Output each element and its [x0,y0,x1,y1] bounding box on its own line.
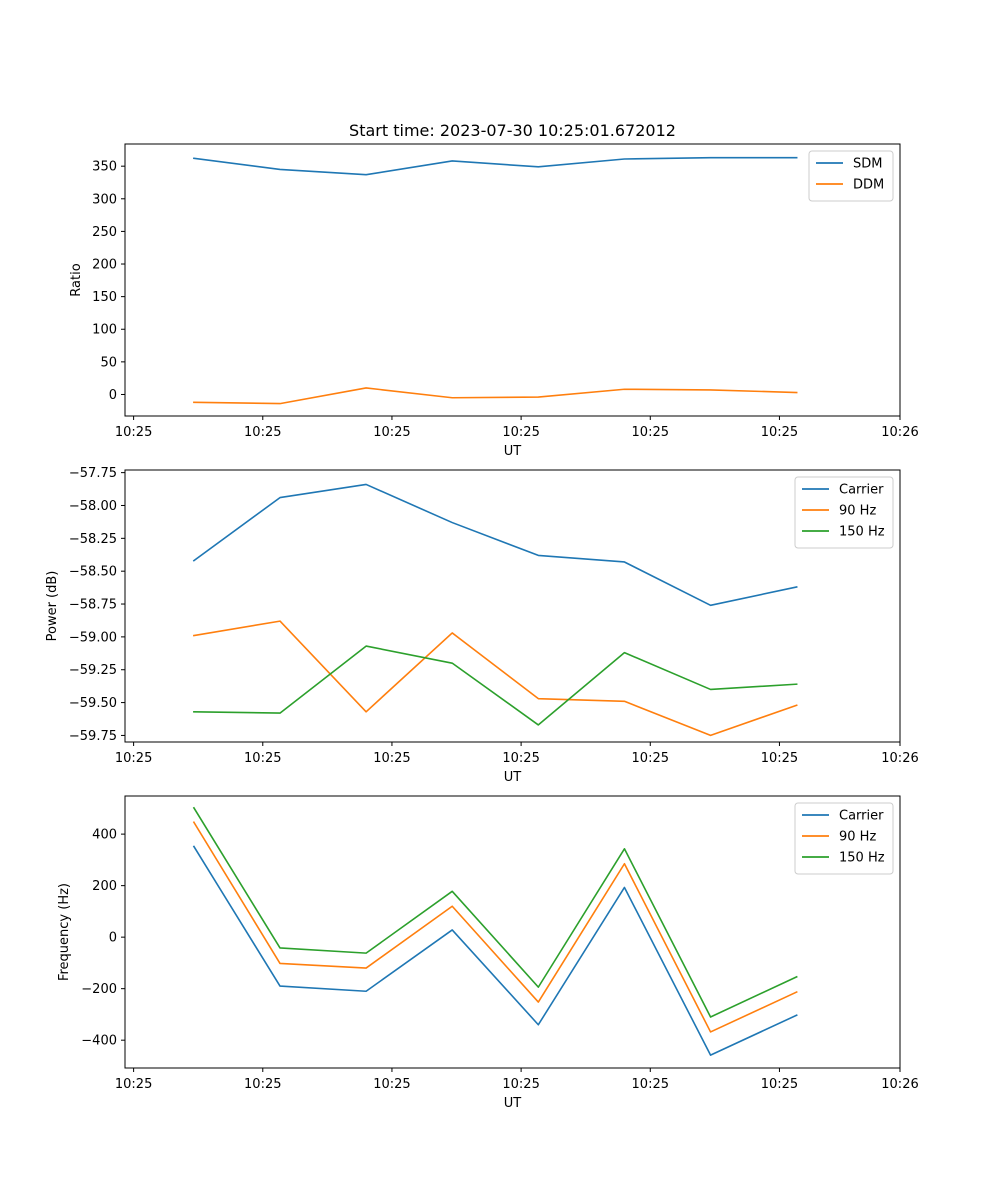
chart-title: Start time: 2023-07-30 10:25:01.672012 [349,121,676,140]
legend: Carrier 90 Hz 150 Hz [794,802,894,875]
y-axis-label: Frequency (Hz) [57,883,72,981]
chart-panel-2: 10:25 10:25 10:25 10:25 10:25 10:25 10:26 −57.7… [45,466,919,785]
legend-label: SDM [853,157,882,172]
legend-label: Carrier [839,483,884,498]
plot-frame [124,469,901,743]
x-tick-label: 10:25 [502,751,539,766]
y-tick-label: 350 [92,160,117,175]
x-tick-label: 10:25 [761,1077,798,1092]
y-tick-label: 50 [100,355,117,370]
legend: Carrier 90 Hz 150 Hz [794,476,894,549]
y-tick-label: 200 [92,258,117,273]
y-tick-label: 150 [92,290,117,305]
y-tick-label: −59.00 [69,630,117,645]
y-tick-label: −57.75 [69,466,117,481]
legend-label: 150 Hz [839,525,885,540]
x-tick-label: 10:25 [244,1077,281,1092]
x-tick-label: 10:25 [761,425,798,440]
y-tick-label: 200 [92,879,117,894]
x-tick-label: 10:25 [244,425,281,440]
y-tick-label: 0 [109,931,117,946]
series-line-90-hz [192,821,798,1033]
legend-label: 90 Hz [839,830,876,845]
x-tick-label: 10:26 [881,751,918,766]
y-axis-label: Power (dB) [45,571,60,642]
legend-label: Carrier [839,809,884,824]
y-tick-label: −58.25 [69,532,117,547]
series-line-150-hz [193,645,798,726]
x-axis-label: UT [504,1096,522,1111]
chart-panel-1: 10:25 10:25 10:25 10:25 10:25 10:25 10:26 0 50 10… [69,121,919,459]
x-tick-label: 10:25 [373,751,410,766]
x-tick-label: 10:25 [632,425,669,440]
x-axis-label: UT [504,770,522,785]
y-tick-label: 400 [92,828,117,843]
y-tick-label: −59.25 [69,663,117,678]
x-tick-label: 10:25 [115,425,152,440]
series-line-150-hz [192,806,798,1018]
y-tick-label: −200 [81,982,117,997]
x-tick-label: 10:25 [244,751,281,766]
x-tick-label: 10:25 [632,1077,669,1092]
y-tick-label: −58.75 [69,598,117,613]
y-tick-label: 100 [92,323,117,338]
series-line-carrier [192,845,798,1056]
series-line-90-hz [192,620,798,737]
y-tick-label: −58.00 [69,499,117,514]
series-line-sdm [192,156,798,176]
x-tick-label: 10:25 [115,1077,152,1092]
series-line-carrier [192,483,798,607]
x-tick-label: 10:25 [502,425,539,440]
x-axis-label: UT [504,444,522,459]
series-line-ddm [193,387,798,405]
legend: SDM DDM [808,150,894,202]
y-tick-label: 250 [92,225,117,240]
x-tick-label: 10:25 [502,1077,539,1092]
legend-label: 150 Hz [839,851,885,866]
x-tick-label: 10:26 [881,1077,918,1092]
y-tick-label: 300 [92,192,117,207]
y-tick-label: −59.75 [69,729,117,744]
x-tick-label: 10:25 [373,1077,410,1092]
x-tick-label: 10:25 [761,751,798,766]
x-tick-label: 10:26 [881,425,918,440]
y-axis-label: Ratio [69,263,84,296]
legend-label: DDM [853,178,884,193]
x-tick-label: 10:25 [115,751,152,766]
x-tick-label: 10:25 [373,425,410,440]
y-tick-label: −400 [81,1034,117,1049]
legend-label: 90 Hz [839,504,876,519]
y-tick-label: 0 [109,388,117,403]
x-tick-label: 10:25 [632,751,669,766]
chart-panel-3: 10:25 10:25 10:25 10:25 10:25 10:25 10:26 −400 −… [57,795,919,1111]
y-tick-label: −59.50 [69,696,117,711]
plot-frame [124,795,901,1069]
y-tick-label: −58.50 [69,565,117,580]
plot-frame [124,143,901,417]
